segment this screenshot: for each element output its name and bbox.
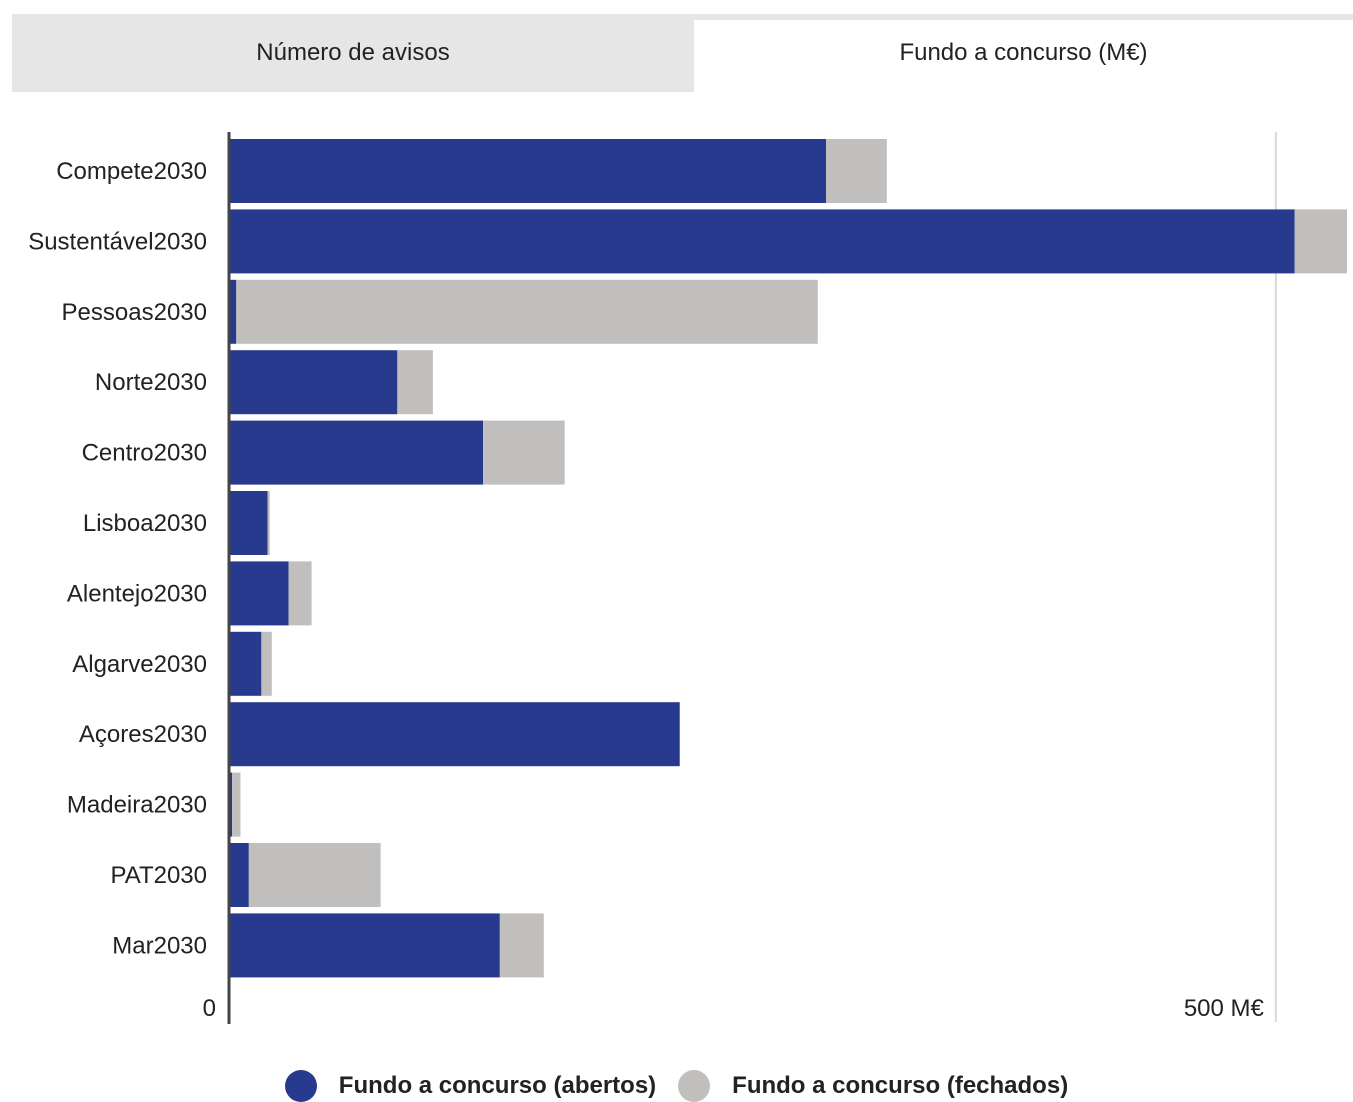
category-label: Compete2030 — [56, 158, 207, 185]
bar-fechados-0[interactable] — [826, 139, 887, 203]
category-label: Algarve2030 — [72, 651, 207, 678]
bar-fechados-10[interactable] — [248, 843, 381, 907]
bar-abertos-7[interactable] — [230, 631, 262, 696]
bar-fechados-3[interactable] — [397, 350, 433, 415]
bar-abertos-10[interactable] — [230, 843, 249, 907]
tab-fundo-a-concurso[interactable]: Fundo a concurso (M€) — [694, 20, 1353, 92]
x-tick-label: 500 M€ — [1184, 995, 1265, 1022]
bar-fechados-5[interactable] — [267, 491, 270, 555]
bar-abertos-8[interactable] — [230, 702, 680, 767]
tab-bar: Número de avisos Fundo a concurso (M€) — [12, 14, 1353, 92]
bar-fechados-6[interactable] — [288, 561, 312, 626]
legend-swatch-abertos — [284, 1070, 317, 1102]
bar-fechados-4[interactable] — [483, 420, 565, 485]
legend-label-fechados: Fundo a concurso (fechados) — [732, 1072, 1069, 1099]
bar-abertos-6[interactable] — [230, 561, 289, 626]
x-tick-label: 0 — [203, 995, 216, 1022]
category-label: Lisboa2030 — [83, 510, 207, 537]
bar-fechados-11[interactable] — [499, 913, 544, 978]
bar-abertos-9[interactable] — [230, 772, 233, 837]
bar-abertos-11[interactable] — [230, 913, 500, 978]
category-label: Açores2030 — [79, 721, 207, 748]
category-label: Alentejo2030 — [67, 580, 207, 607]
chart-legend: Fundo a concurso (abertos) Fundo a concu… — [0, 1070, 1353, 1102]
category-label: PAT2030 — [110, 862, 207, 889]
bar-fechados-2[interactable] — [236, 279, 818, 344]
bar-abertos-4[interactable] — [230, 420, 484, 485]
bar-fechados-1[interactable] — [1294, 209, 1347, 274]
category-label: Sustentável2030 — [28, 228, 207, 255]
bar-abertos-1[interactable] — [230, 209, 1295, 274]
legend-item-fechados[interactable]: Fundo a concurso (fechados) — [678, 1070, 1068, 1102]
legend-item-abertos[interactable]: Fundo a concurso (abertos) — [284, 1070, 657, 1102]
bar-fechados-9[interactable] — [232, 772, 241, 837]
category-label: Norte2030 — [95, 369, 207, 396]
bar-chart: Compete2030 Sustentável2030 Pessoas2030 Nor… — [28, 132, 1347, 1024]
bar-abertos-0[interactable] — [230, 139, 827, 203]
bar-fechados-7[interactable] — [261, 631, 272, 696]
category-label: Mar2030 — [112, 932, 207, 959]
category-label: Madeira2030 — [67, 792, 207, 819]
bar-abertos-3[interactable] — [230, 350, 398, 415]
category-label: Centro2030 — [82, 440, 207, 467]
category-label: Pessoas2030 — [62, 299, 207, 326]
legend-label-abertos: Fundo a concurso (abertos) — [338, 1072, 657, 1099]
bar-abertos-5[interactable] — [230, 491, 268, 555]
legend-swatch-fechados — [678, 1070, 711, 1102]
bar-abertos-2[interactable] — [230, 279, 237, 344]
tab-numero-de-avisos[interactable]: Número de avisos — [256, 39, 450, 66]
